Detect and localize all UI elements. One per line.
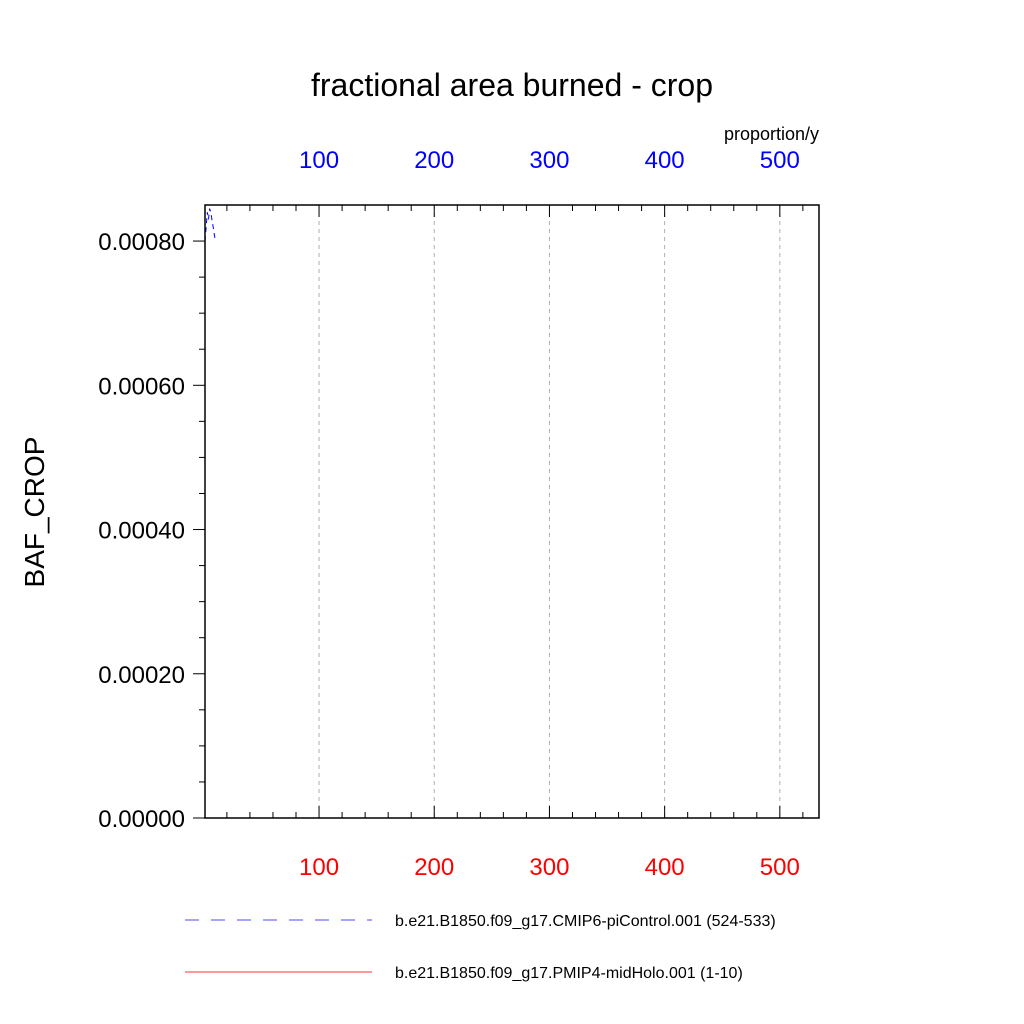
top-x-tick-label: 400	[645, 147, 685, 174]
y-tick-label: 0.00080	[98, 229, 185, 256]
chart-title: fractional area burned - crop	[311, 67, 713, 103]
series-line-1	[204, 208, 216, 242]
y-tick-label: 0.00060	[98, 373, 185, 400]
top-x-tick-label: 500	[760, 147, 800, 174]
top-x-tick-label: 100	[299, 147, 339, 174]
legend-label-1: b.e21.B1850.f09_g17.CMIP6-piControl.001 …	[395, 913, 776, 930]
y-axis-label: BAF_CROP	[19, 437, 50, 588]
plot-frame	[204, 204, 820, 819]
bottom-x-tick-label: 300	[529, 854, 569, 881]
y-tick-label: 0.00020	[98, 662, 185, 689]
top-axis-units: proportion/y	[724, 124, 819, 144]
bottom-x-tick-label: 500	[760, 854, 800, 881]
y-tick-label: 0.00000	[98, 806, 185, 833]
top-x-tick-label: 200	[414, 147, 454, 174]
tick-labels: 100 100 200 200 300 300 400 400 500 500 0.00000 0.0…	[98, 147, 800, 881]
legend-label-2: b.e21.B1850.f09_g17.PMIP4-midHolo.001 (1…	[395, 965, 743, 982]
bottom-x-tick-label: 100	[299, 854, 339, 881]
bottom-x-tick-label: 200	[414, 854, 454, 881]
axis-ticks	[193, 205, 804, 819]
bottom-x-tick-label: 400	[645, 854, 685, 881]
legend: b.e21.B1850.f09_g17.CMIP6-piControl.001 …	[185, 913, 776, 982]
y-tick-label: 0.00040	[98, 518, 185, 545]
grid-lines	[318, 205, 781, 818]
top-x-tick-label: 300	[529, 147, 569, 174]
series-lines	[204, 208, 216, 242]
